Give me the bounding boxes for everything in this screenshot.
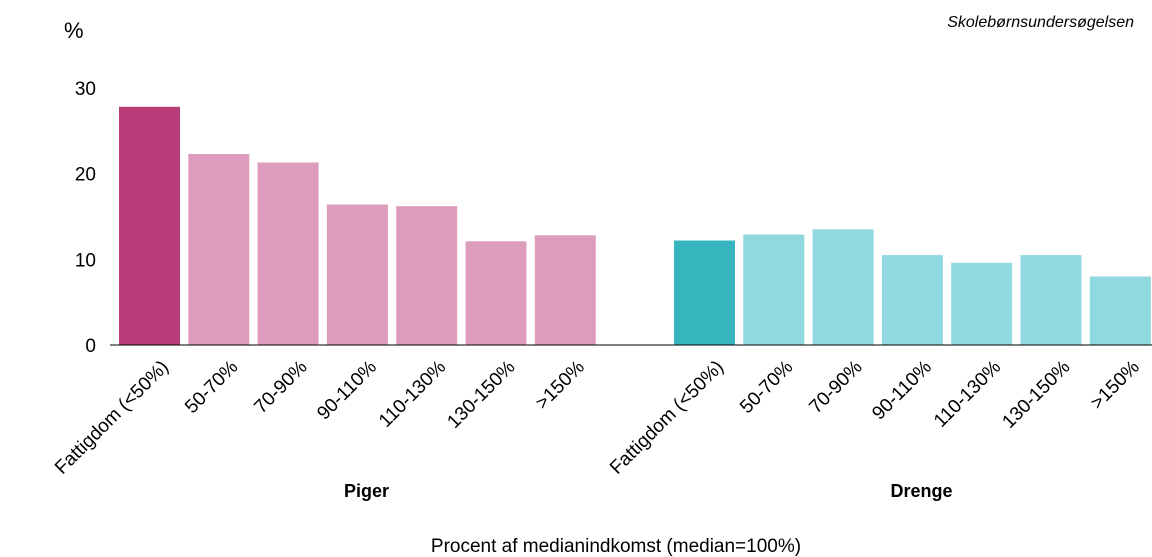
bar: [674, 240, 735, 345]
source-label: Skolebørnsundersøgelsen: [947, 14, 1134, 31]
x-tick-label: 130-150%: [998, 357, 1074, 433]
x-tick-label: >150%: [1087, 357, 1144, 414]
bar: [465, 241, 527, 345]
bars: [119, 106, 1151, 345]
x-tick-label: 130-150%: [443, 357, 519, 433]
y-tick-label: 10: [75, 250, 96, 271]
bar: [1020, 255, 1082, 345]
group-labels: Piger Drenge: [344, 481, 953, 501]
x-tick-label: 110-130%: [930, 357, 1005, 432]
y-tick-label: 20: [75, 165, 96, 186]
x-tick-label: 90-110%: [313, 357, 381, 425]
x-tick-label: 70-90%: [805, 357, 866, 418]
x-tick-label: 90-110%: [868, 357, 936, 425]
bar: [812, 229, 874, 345]
x-tick-label: Fattigdom (<50%): [606, 357, 728, 479]
bar: [188, 154, 250, 345]
bar: [396, 206, 458, 345]
x-tick-label: 70-90%: [250, 357, 311, 418]
x-tick-label: 50-70%: [736, 357, 797, 418]
y-axis-label: %: [64, 18, 84, 43]
y-tick-label: 0: [85, 336, 96, 357]
bar: [534, 235, 596, 345]
x-tick-label: >150%: [532, 357, 589, 414]
y-tick-label: 30: [75, 79, 96, 100]
y-axis-ticks: 0 10 20 30: [75, 79, 96, 357]
bar: [1089, 276, 1151, 345]
group-label: Piger: [344, 481, 389, 501]
x-tick-label: Fattigdom (<50%): [51, 357, 173, 479]
bar: [119, 106, 180, 345]
bar: [881, 255, 943, 345]
x-tick-label: 110-130%: [375, 357, 450, 432]
x-tick-label: 50-70%: [181, 357, 242, 418]
x-axis-label: Procent af medianindkomst (median=100%): [431, 536, 801, 557]
bar: [257, 162, 319, 345]
bar: [743, 234, 805, 345]
bar: [326, 204, 388, 345]
category-labels: Fattigdom (<50%) 50-70% 70-90% 90-110%110-1…: [51, 357, 1144, 479]
group-label: Drenge: [890, 481, 952, 501]
bar: [951, 262, 1013, 345]
